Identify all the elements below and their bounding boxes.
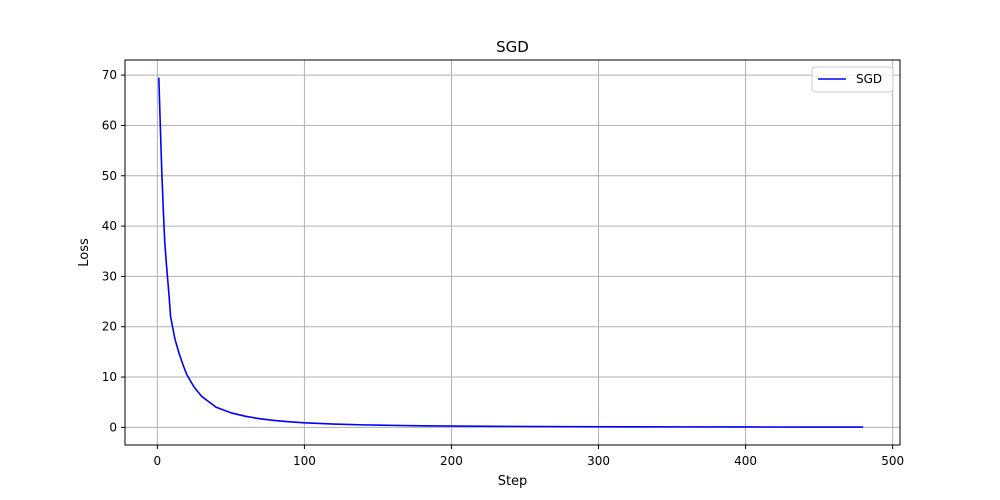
x-tick-label: 500 [881,454,904,468]
y-tick-label: 10 [102,370,117,384]
plot-frame [124,59,901,446]
chart-title: SGD [496,38,529,56]
series-line-sgd [158,77,864,428]
y-tick-label: 30 [102,269,117,283]
x-tick-label: 400 [734,454,757,468]
x-tick-label: 300 [587,454,610,468]
legend-label: SGD [856,72,882,86]
y-tick-label: 70 [102,68,117,82]
y-tick-label: 50 [102,169,117,183]
plot-layer [158,77,864,428]
y-tick-label: 0 [109,420,117,434]
legend-box [811,66,894,93]
y-tick-label: 20 [102,320,117,334]
grid-layer [125,60,900,445]
ticks-layer: 0 100 200 300 400 500 0 10 20 30 40 50 60 70 [102,68,904,468]
x-tick-label: 100 [293,454,316,468]
y-axis-label: Loss [77,238,92,267]
x-axis-label: Step [498,474,528,489]
x-tick-label: 0 [154,454,162,468]
legend: SGD [811,66,894,93]
y-tick-label: 40 [102,219,117,233]
x-tick-label: 200 [440,454,463,468]
y-tick-label: 60 [102,118,117,132]
